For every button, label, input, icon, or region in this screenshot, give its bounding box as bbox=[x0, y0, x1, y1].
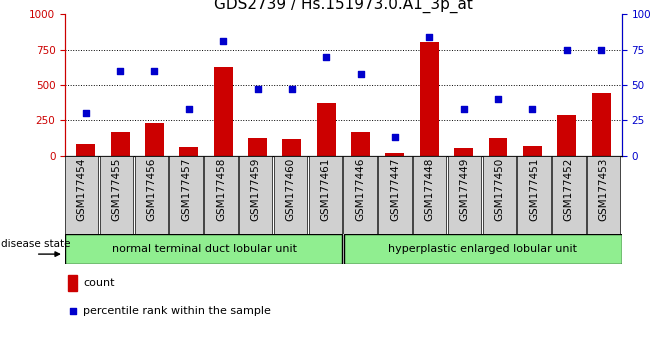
Point bbox=[424, 34, 434, 40]
Title: GDS2739 / Hs.151973.0.A1_3p_at: GDS2739 / Hs.151973.0.A1_3p_at bbox=[214, 0, 473, 13]
Bar bbox=[239, 156, 272, 234]
Text: normal terminal duct lobular unit: normal terminal duct lobular unit bbox=[112, 244, 297, 254]
Bar bbox=[454, 148, 473, 156]
Text: hyperplastic enlarged lobular unit: hyperplastic enlarged lobular unit bbox=[388, 244, 577, 254]
Bar bbox=[204, 156, 238, 234]
Text: GSM177448: GSM177448 bbox=[424, 158, 435, 222]
Point bbox=[596, 47, 606, 52]
Bar bbox=[68, 275, 77, 291]
Text: GSM177447: GSM177447 bbox=[390, 158, 400, 222]
Bar bbox=[523, 146, 542, 156]
Point bbox=[286, 86, 297, 92]
Point bbox=[184, 106, 194, 112]
Bar bbox=[592, 93, 611, 156]
Bar bbox=[344, 234, 622, 264]
Bar bbox=[413, 156, 447, 234]
Point bbox=[355, 71, 366, 76]
Bar bbox=[587, 156, 620, 234]
Bar bbox=[65, 234, 342, 264]
Text: GSM177453: GSM177453 bbox=[599, 158, 609, 222]
Point bbox=[81, 110, 91, 116]
Bar bbox=[378, 156, 411, 234]
Text: GSM177459: GSM177459 bbox=[251, 158, 261, 222]
Text: GSM177456: GSM177456 bbox=[146, 158, 156, 222]
Bar bbox=[135, 156, 168, 234]
Text: GSM177460: GSM177460 bbox=[286, 158, 296, 221]
Point bbox=[115, 68, 125, 74]
Bar bbox=[317, 103, 336, 156]
Bar bbox=[179, 147, 199, 156]
Bar bbox=[145, 123, 164, 156]
Text: GSM177446: GSM177446 bbox=[355, 158, 365, 222]
Bar bbox=[65, 156, 98, 234]
Text: GSM177452: GSM177452 bbox=[564, 158, 574, 222]
Point bbox=[562, 47, 572, 52]
Text: GSM177454: GSM177454 bbox=[77, 158, 87, 222]
Bar bbox=[448, 156, 481, 234]
Point bbox=[321, 54, 331, 59]
Point bbox=[527, 106, 538, 112]
Bar bbox=[351, 132, 370, 156]
Text: GSM177455: GSM177455 bbox=[111, 158, 122, 222]
Text: GSM177458: GSM177458 bbox=[216, 158, 226, 222]
Text: count: count bbox=[83, 278, 115, 288]
Text: GSM177457: GSM177457 bbox=[181, 158, 191, 222]
Point bbox=[390, 135, 400, 140]
Point bbox=[458, 106, 469, 112]
Point bbox=[253, 86, 263, 92]
Bar bbox=[552, 156, 585, 234]
Bar bbox=[309, 156, 342, 234]
Bar bbox=[214, 67, 232, 156]
Bar bbox=[283, 139, 301, 156]
Bar bbox=[344, 156, 377, 234]
Point bbox=[149, 68, 159, 74]
Point bbox=[218, 38, 229, 44]
Point bbox=[493, 96, 503, 102]
Bar bbox=[420, 42, 439, 156]
Text: GSM177461: GSM177461 bbox=[320, 158, 330, 222]
Bar bbox=[76, 144, 95, 156]
Bar bbox=[482, 156, 516, 234]
Bar bbox=[100, 156, 133, 234]
Bar bbox=[169, 156, 203, 234]
Bar bbox=[518, 156, 551, 234]
Text: disease state: disease state bbox=[1, 239, 71, 249]
Bar bbox=[111, 132, 130, 156]
Bar bbox=[385, 153, 404, 156]
Text: GSM177449: GSM177449 bbox=[460, 158, 469, 222]
Text: percentile rank within the sample: percentile rank within the sample bbox=[83, 307, 271, 316]
Point bbox=[68, 309, 78, 314]
Bar bbox=[488, 138, 508, 156]
Bar bbox=[557, 115, 576, 156]
Bar bbox=[274, 156, 307, 234]
Text: GSM177451: GSM177451 bbox=[529, 158, 539, 222]
Bar bbox=[248, 138, 267, 156]
Text: GSM177450: GSM177450 bbox=[494, 158, 505, 221]
